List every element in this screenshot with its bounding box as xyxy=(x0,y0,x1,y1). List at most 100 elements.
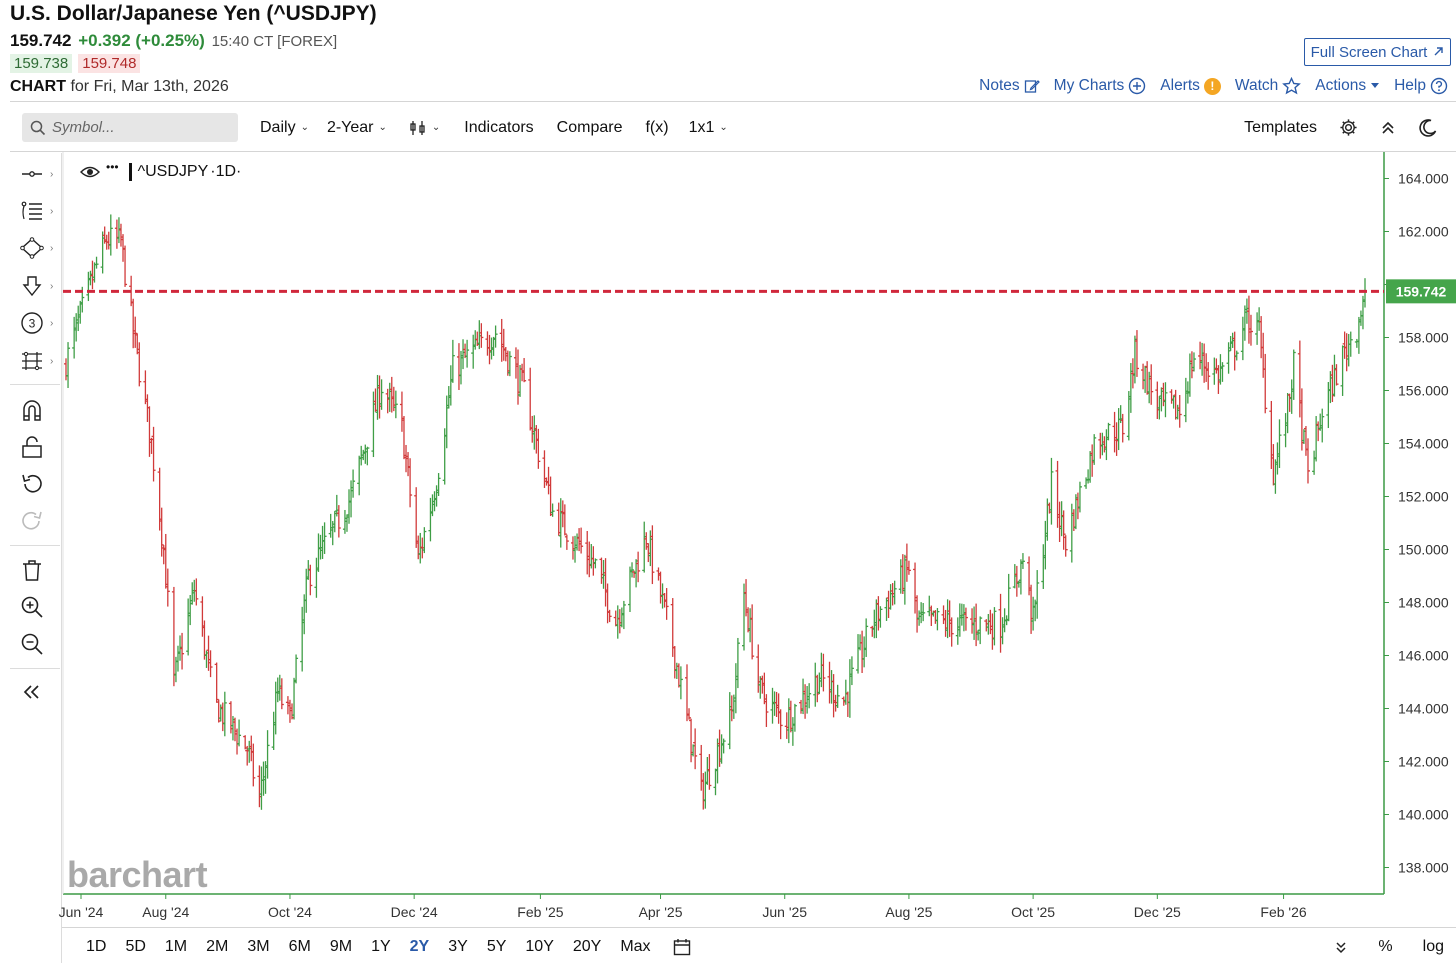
calendar-icon[interactable] xyxy=(673,938,691,956)
measure-icon xyxy=(22,351,42,371)
x-tick-label: Aug '25 xyxy=(885,904,932,920)
price-bar xyxy=(1220,362,1225,382)
collapse-panel-button[interactable] xyxy=(20,679,56,705)
counter-tool[interactable]: 3 › xyxy=(20,310,56,336)
unlock-icon xyxy=(22,436,42,458)
range-max-button[interactable]: Max xyxy=(620,937,651,955)
x-tick-label: Oct '24 xyxy=(268,904,312,920)
my-charts-link[interactable]: My Charts xyxy=(1054,77,1147,95)
y-tick-label: 144.000 xyxy=(1398,701,1449,717)
price-bar xyxy=(1120,413,1125,443)
chart-type-dropdown[interactable]: ⌄ xyxy=(409,120,440,136)
log-toggle[interactable]: log xyxy=(1422,937,1444,955)
price-bar xyxy=(322,522,327,554)
percent-toggle[interactable]: % xyxy=(1378,937,1393,955)
zoom-in-button[interactable] xyxy=(20,594,56,620)
y-tick-label: 162.000 xyxy=(1398,224,1449,240)
lock-tool[interactable] xyxy=(20,434,56,460)
delete-button[interactable] xyxy=(20,557,56,583)
function-label: f(x) xyxy=(645,118,669,136)
help-link[interactable]: Help xyxy=(1394,77,1448,95)
overlay-layer: 159.742 xyxy=(63,279,1456,304)
range-3y-button[interactable]: 3Y xyxy=(448,937,468,955)
search-icon xyxy=(30,120,46,135)
range-2y-button[interactable]: 2Y xyxy=(409,937,430,955)
price-bar xyxy=(379,379,384,410)
notes-link[interactable]: Notes xyxy=(979,77,1040,95)
gear-icon[interactable] xyxy=(1339,118,1358,137)
price-bar xyxy=(1149,364,1154,405)
trend-line-tool[interactable]: › xyxy=(20,161,56,187)
price-bar xyxy=(1191,352,1196,372)
price-bar xyxy=(294,654,299,684)
last-price-tag-label: 159.742 xyxy=(1396,283,1447,299)
fib-tool[interactable]: › xyxy=(20,198,56,224)
actions-menu[interactable]: Actions xyxy=(1315,77,1380,95)
zoom-out-icon xyxy=(21,633,43,655)
header-divider xyxy=(10,101,1456,102)
price-bar xyxy=(664,588,669,620)
measure-tool[interactable]: › xyxy=(20,348,56,374)
alerts-link[interactable]: Alerts ! xyxy=(1160,77,1221,95)
compare-button[interactable]: Compare xyxy=(557,119,623,137)
range-5y-button[interactable]: 5Y xyxy=(486,937,507,955)
function-button[interactable]: f(x) xyxy=(645,119,668,137)
x-tick-label: Dec '24 xyxy=(391,904,438,920)
price-bar xyxy=(308,564,313,596)
price-bar xyxy=(336,505,341,538)
price-bar xyxy=(436,473,441,497)
eye-icon[interactable] xyxy=(80,165,100,179)
plus-circle-icon xyxy=(1129,77,1146,95)
price-bar xyxy=(792,703,797,732)
range-3m-button[interactable]: 3M xyxy=(247,937,270,955)
price-change: +0.392 (+0.25%) xyxy=(78,31,205,50)
symbol-search-input[interactable]: Symbol... xyxy=(22,113,238,142)
layout-dropdown[interactable]: 1x1 ⌄ xyxy=(689,119,728,137)
price-bar xyxy=(393,390,398,419)
number-circle-icon: 3 xyxy=(21,312,43,334)
dark-mode-icon[interactable] xyxy=(1418,118,1438,138)
range-bar: 1D 5D 1M 2M 3M 6M 9M 1Y 2Y 3Y 5Y 10Y 20Y Max % log xyxy=(62,927,1456,965)
chevron-right-icon: › xyxy=(50,168,54,180)
zoom-in-icon xyxy=(21,596,43,618)
redo-icon xyxy=(22,511,42,530)
shape-tool[interactable]: › xyxy=(20,235,56,261)
double-chevron-down-icon[interactable] xyxy=(1334,940,1348,954)
price-bar xyxy=(621,600,626,630)
redo-button[interactable] xyxy=(20,508,56,534)
price-bar xyxy=(707,754,712,790)
full-screen-chart-button[interactable]: Full Screen Chart xyxy=(1304,38,1451,66)
price-bar xyxy=(465,339,470,368)
watch-link[interactable]: Watch xyxy=(1235,77,1302,95)
range-5d-button[interactable]: 5D xyxy=(125,937,146,955)
range-1y-button[interactable]: 1Y xyxy=(371,937,391,955)
undo-icon xyxy=(22,474,42,493)
layout-label: 1x1 xyxy=(688,118,715,136)
y-tick-label: 142.000 xyxy=(1398,754,1449,770)
indicators-button[interactable]: Indicators xyxy=(464,119,533,137)
arrow-tool[interactable]: › xyxy=(20,273,56,299)
price-bar xyxy=(1277,419,1282,469)
range-10y-button[interactable]: 10Y xyxy=(525,937,554,955)
zoom-out-button[interactable] xyxy=(20,631,56,657)
magnet-tool[interactable] xyxy=(20,397,56,423)
range-1d-button[interactable]: 1D xyxy=(86,937,107,955)
undo-button[interactable] xyxy=(20,471,56,497)
price-bar xyxy=(1061,510,1066,550)
x-tick-label: Feb '25 xyxy=(517,904,563,920)
price-bar xyxy=(550,503,555,517)
price-bar xyxy=(821,653,826,692)
quote-line: 159.742 +0.392 (+0.25%) 15:40 CT [FOREX] xyxy=(10,31,337,51)
templates-button[interactable]: Templates xyxy=(1244,118,1317,136)
interval-dropdown[interactable]: Daily ⌄ xyxy=(260,119,309,137)
more-icon[interactable]: ••• xyxy=(106,160,119,174)
collapse-up-icon[interactable] xyxy=(1380,120,1396,136)
range-9m-button[interactable]: 9M xyxy=(329,937,353,955)
star-icon xyxy=(1282,77,1302,95)
period-dropdown[interactable]: 2-Year ⌄ xyxy=(327,119,387,137)
range-1m-button[interactable]: 1M xyxy=(164,937,188,955)
range-2m-button[interactable]: 2M xyxy=(206,937,229,955)
range-20y-button[interactable]: 20Y xyxy=(572,937,602,955)
range-6m-button[interactable]: 6M xyxy=(288,937,311,955)
